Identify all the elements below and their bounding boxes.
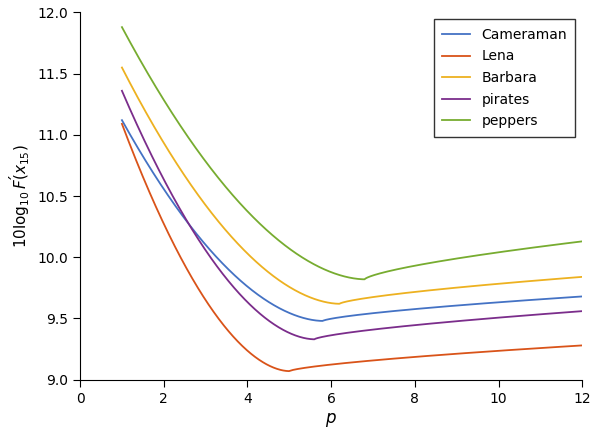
Lena	[515, 347, 523, 352]
Lena	[386, 356, 393, 361]
pirates	[118, 88, 126, 93]
Barbara	[118, 65, 126, 70]
peppers	[515, 247, 523, 252]
Lena	[147, 191, 154, 196]
Barbara	[398, 291, 405, 296]
Line: pirates: pirates	[122, 91, 582, 339]
Barbara	[468, 283, 475, 289]
Lena	[412, 354, 419, 359]
peppers	[361, 277, 368, 282]
Lena	[285, 368, 292, 374]
pirates	[147, 150, 154, 155]
Cameraman	[118, 118, 126, 123]
Barbara	[515, 279, 523, 285]
Cameraman	[468, 302, 475, 307]
Cameraman	[386, 309, 393, 314]
Line: Cameraman: Cameraman	[122, 120, 582, 321]
Cameraman	[515, 298, 523, 303]
Lena	[118, 121, 126, 126]
pirates	[579, 309, 586, 314]
Line: Barbara: Barbara	[122, 68, 582, 304]
Lena	[579, 343, 586, 348]
pirates	[386, 325, 393, 330]
pirates	[515, 313, 523, 319]
Barbara	[147, 117, 154, 123]
peppers	[412, 263, 419, 268]
peppers	[579, 239, 586, 244]
Cameraman	[412, 307, 419, 312]
Barbara	[579, 274, 586, 279]
Cameraman	[147, 165, 154, 170]
Line: Lena: Lena	[122, 124, 582, 371]
peppers	[468, 254, 475, 259]
Line: peppers: peppers	[122, 27, 582, 279]
Legend: Cameraman, Lena, Barbara, pirates, peppers: Cameraman, Lena, Barbara, pirates, peppe…	[434, 19, 575, 136]
Barbara	[386, 292, 393, 297]
Lena	[468, 350, 475, 355]
pirates	[468, 317, 475, 323]
pirates	[398, 324, 405, 329]
Cameraman	[398, 308, 405, 313]
Y-axis label: $10\log_{10} F\'(x_{15})$: $10\log_{10} F\'(x_{15})$	[7, 144, 32, 248]
X-axis label: $p$: $p$	[325, 411, 337, 429]
peppers	[147, 75, 154, 80]
pirates	[311, 337, 318, 342]
Cameraman	[319, 318, 326, 324]
peppers	[386, 268, 393, 273]
peppers	[118, 24, 126, 30]
Barbara	[335, 301, 343, 307]
peppers	[398, 266, 405, 271]
pirates	[412, 323, 419, 328]
Lena	[398, 355, 405, 361]
Cameraman	[579, 294, 586, 299]
Barbara	[412, 289, 419, 294]
